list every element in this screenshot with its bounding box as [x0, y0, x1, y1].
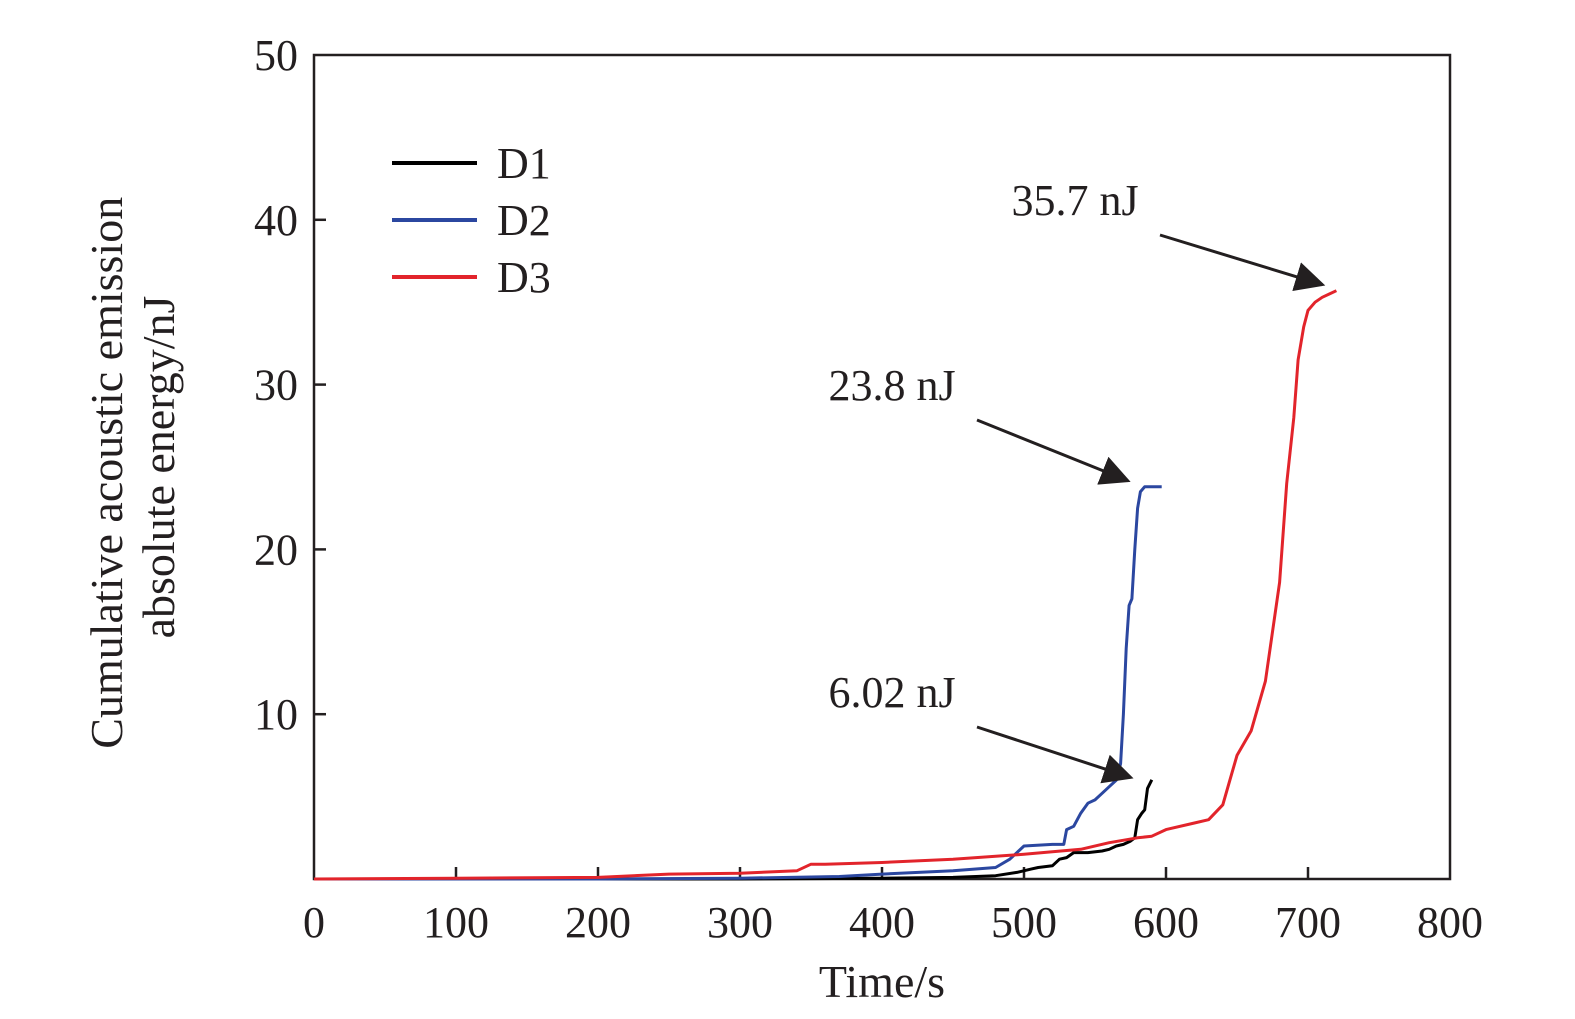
x-tick-label: 100 [423, 898, 489, 947]
y-tick-label: 20 [254, 525, 298, 574]
x-tick-label: 700 [1275, 898, 1341, 947]
y-axis-title-line-1: Cumulative acoustic emission [81, 197, 132, 749]
legend-label-d3: D3 [497, 253, 551, 302]
x-tick-label: 400 [849, 898, 915, 947]
series-layer [313, 289, 1338, 881]
plot-frame [312, 53, 1452, 881]
annotation-label: 6.02 nJ [828, 668, 955, 717]
x-tick-label: 0 [303, 898, 325, 947]
annotation-arrow [1159, 233, 1326, 292]
legend-label-d1: D1 [497, 139, 551, 188]
legend-label-d2: D2 [497, 196, 551, 245]
axis-ticks: 0 100 200 300 400 500 600 700 800 10 20 30 40 50 [254, 31, 1483, 947]
x-axis-title: Time/s [819, 956, 945, 1007]
y-tick-label: 10 [254, 690, 298, 739]
annotation-label: 23.8 nJ [828, 361, 955, 410]
x-tick-label: 300 [707, 898, 773, 947]
series-line-d1 [314, 779, 1154, 881]
x-tick-label: 200 [565, 898, 631, 947]
annotation-arrow [976, 725, 1134, 784]
y-axis-title-line-2: absolute energy/nJ [133, 296, 184, 639]
y-axis-title: Cumulative acoustic emission absolute en… [81, 185, 184, 748]
x-tick-label: 800 [1417, 898, 1483, 947]
series-line-d2 [314, 485, 1162, 881]
annotation-label: 35.7 nJ [1011, 176, 1138, 225]
annotation-arrow [976, 418, 1131, 485]
annotations: 35.7 nJ 23.8 nJ 6.02 nJ [828, 176, 1326, 784]
legend: D1 D2 D3 [392, 139, 551, 302]
y-tick-label: 30 [254, 361, 298, 410]
x-tick-label: 600 [1133, 898, 1199, 947]
y-tick-label: 40 [254, 196, 298, 245]
x-tick-label: 500 [991, 898, 1057, 947]
series-line-d3 [313, 289, 1338, 881]
y-tick-label: 50 [254, 31, 298, 80]
